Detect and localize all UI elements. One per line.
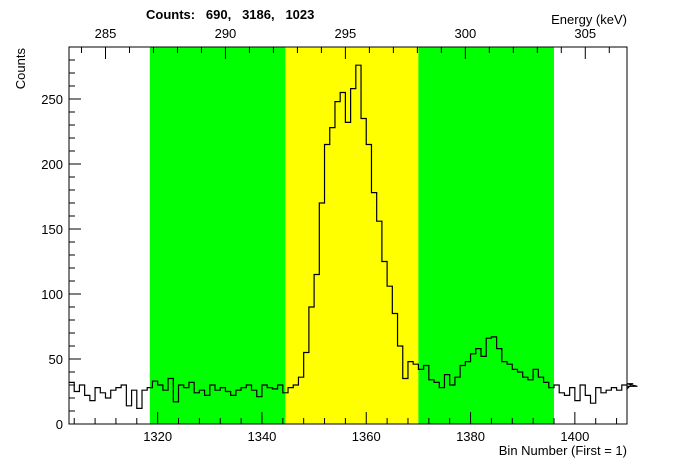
- region-background-left: [149, 47, 286, 424]
- y-tick-label: 250: [41, 92, 63, 107]
- region-bands: [149, 47, 554, 424]
- x2-tick-label: 295: [335, 26, 357, 41]
- x-tick-label: 1340: [247, 429, 276, 444]
- x2-tick-label: 300: [454, 26, 476, 41]
- counts-title: Counts: 690, 3186, 1023: [146, 7, 314, 22]
- x2-tick-label: 290: [215, 26, 237, 41]
- y-axis-title: Counts: [13, 48, 28, 90]
- y-tick-label: 150: [41, 222, 63, 237]
- region-background-right: [418, 47, 554, 424]
- x-tick-label: 1400: [560, 429, 589, 444]
- plot-frame: [68, 46, 628, 425]
- y-tick-label: 0: [56, 417, 63, 432]
- axis-ticks: [69, 46, 618, 424]
- y-tick-label: 50: [49, 352, 63, 367]
- x-tick-label: 1380: [456, 429, 485, 444]
- y-tick-label: 200: [41, 157, 63, 172]
- axis-tick-labels: 1320 1340 1360 1380 1400 50 100 150 200 250 0 285 29…: [41, 26, 596, 444]
- region-peak: [285, 47, 419, 424]
- energy-axis-title: Energy (keV): [551, 12, 627, 27]
- x-tick-label: 1360: [352, 429, 381, 444]
- bin-axis-title: Bin Number (First = 1): [499, 443, 627, 458]
- x2-tick-label: 285: [95, 26, 117, 41]
- x-tick-label: 1320: [143, 429, 172, 444]
- y-tick-label: 100: [41, 287, 63, 302]
- x2-tick-label: 305: [574, 26, 596, 41]
- histogram-step-line: [69, 64, 638, 409]
